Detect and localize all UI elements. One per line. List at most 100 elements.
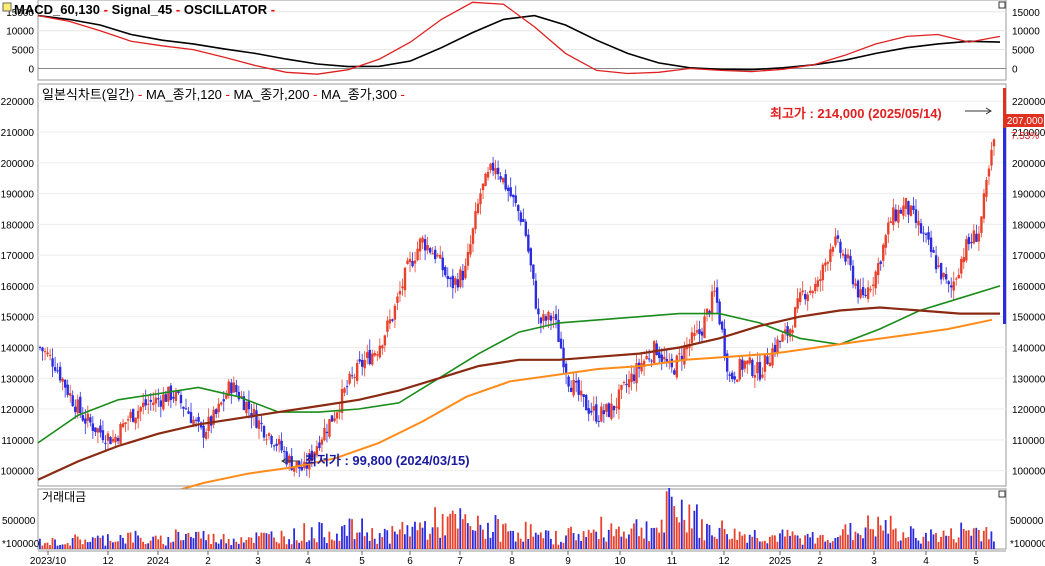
volume-bar (872, 529, 874, 549)
volume-bar (771, 535, 774, 549)
volume-bar (270, 531, 273, 549)
candle (391, 318, 394, 323)
volume-bar (132, 542, 134, 549)
volume-bar (786, 529, 789, 549)
volume-bar (693, 510, 696, 549)
candle (866, 280, 870, 303)
candle (323, 418, 326, 442)
volume-bar (454, 514, 457, 549)
candle (804, 289, 807, 305)
volume-bar (630, 528, 633, 549)
volume-bar (466, 523, 469, 549)
volume-bar (839, 535, 842, 549)
volume-bar (673, 505, 676, 549)
candle (985, 177, 988, 202)
candle (66, 379, 69, 398)
volume-bar (197, 531, 200, 549)
volume-bar (635, 519, 638, 549)
candle (272, 444, 276, 451)
volume-bar (444, 535, 447, 549)
volume-bar (819, 535, 822, 549)
candle (51, 348, 54, 378)
candle (275, 438, 278, 452)
candle (617, 384, 621, 420)
volume-bar (836, 536, 839, 549)
candle (335, 411, 339, 424)
volume-bar (162, 543, 165, 549)
candle (977, 225, 981, 251)
candle (280, 432, 283, 454)
volume-bar (237, 543, 240, 549)
volume-bar (955, 542, 958, 549)
price-title: 일본식차트(일간) - MA_종가,120 - MA_종가,200 - MA_종… (42, 87, 405, 102)
volume-bar (950, 528, 953, 549)
candle (952, 271, 955, 301)
volume-bar (353, 539, 356, 549)
candle (972, 224, 976, 245)
volume-bar (864, 527, 867, 549)
panel-menu-icon[interactable] (998, 1, 1006, 9)
candle (144, 389, 147, 410)
volume-menu-icon[interactable] (998, 490, 1006, 498)
volume-bar (323, 537, 326, 549)
volume-bar (313, 538, 316, 549)
volume-bar (763, 540, 766, 549)
volume-bar (985, 527, 988, 549)
volume-bar (967, 530, 970, 549)
volume-bar (889, 515, 892, 549)
x-tick-label: 2 (205, 556, 211, 566)
candle (408, 251, 412, 273)
volume-bar (305, 542, 308, 549)
volume-bar (597, 539, 600, 549)
volume-bar (290, 544, 293, 549)
volume-bar (663, 532, 666, 549)
candle (756, 352, 759, 381)
volume-bar (524, 521, 527, 549)
candle (585, 393, 588, 411)
x-tick-label: 2023/10 (30, 556, 67, 566)
volume-bar (106, 534, 109, 549)
candle (549, 312, 553, 330)
volume-bar (320, 523, 323, 549)
candle (348, 371, 351, 386)
x-tick-label: 3 (871, 556, 877, 566)
candle (932, 247, 935, 253)
candle (496, 160, 500, 181)
volume-bar (200, 538, 202, 549)
volume-bar (612, 536, 615, 549)
candle (768, 352, 772, 367)
panel-expand-icon[interactable] (2, 2, 12, 12)
candle (791, 325, 794, 342)
candle (698, 320, 701, 344)
candle (315, 440, 319, 458)
volume-bar (172, 541, 175, 549)
volume-bar (914, 537, 917, 549)
volume-bar (942, 530, 945, 549)
volume-bar (461, 519, 464, 549)
volume-bar (721, 520, 723, 549)
volume-bar (222, 533, 225, 549)
candle (232, 376, 236, 394)
candle (318, 435, 321, 451)
title-part: OSCILLATOR (184, 2, 268, 17)
last-price-tag (1006, 114, 1044, 127)
candle (919, 218, 923, 234)
volume-bar (552, 544, 555, 549)
volume-bar (202, 530, 205, 549)
volume-bar (854, 531, 857, 549)
title-part: - (172, 2, 184, 17)
volume-bar (565, 535, 567, 549)
candle (574, 373, 578, 393)
volume-bar (195, 531, 197, 549)
volume-bar (149, 540, 152, 549)
volume-bar (356, 532, 358, 549)
volume-bar (585, 537, 588, 549)
candle (642, 358, 646, 376)
volume-bar (922, 536, 925, 549)
volume-bar (401, 521, 404, 549)
title-part: - (397, 87, 405, 102)
candle (242, 391, 246, 411)
vol-tick-100000-right: *100000 (1010, 539, 1045, 550)
volume-bar (232, 538, 235, 549)
volume-bar (706, 523, 708, 549)
